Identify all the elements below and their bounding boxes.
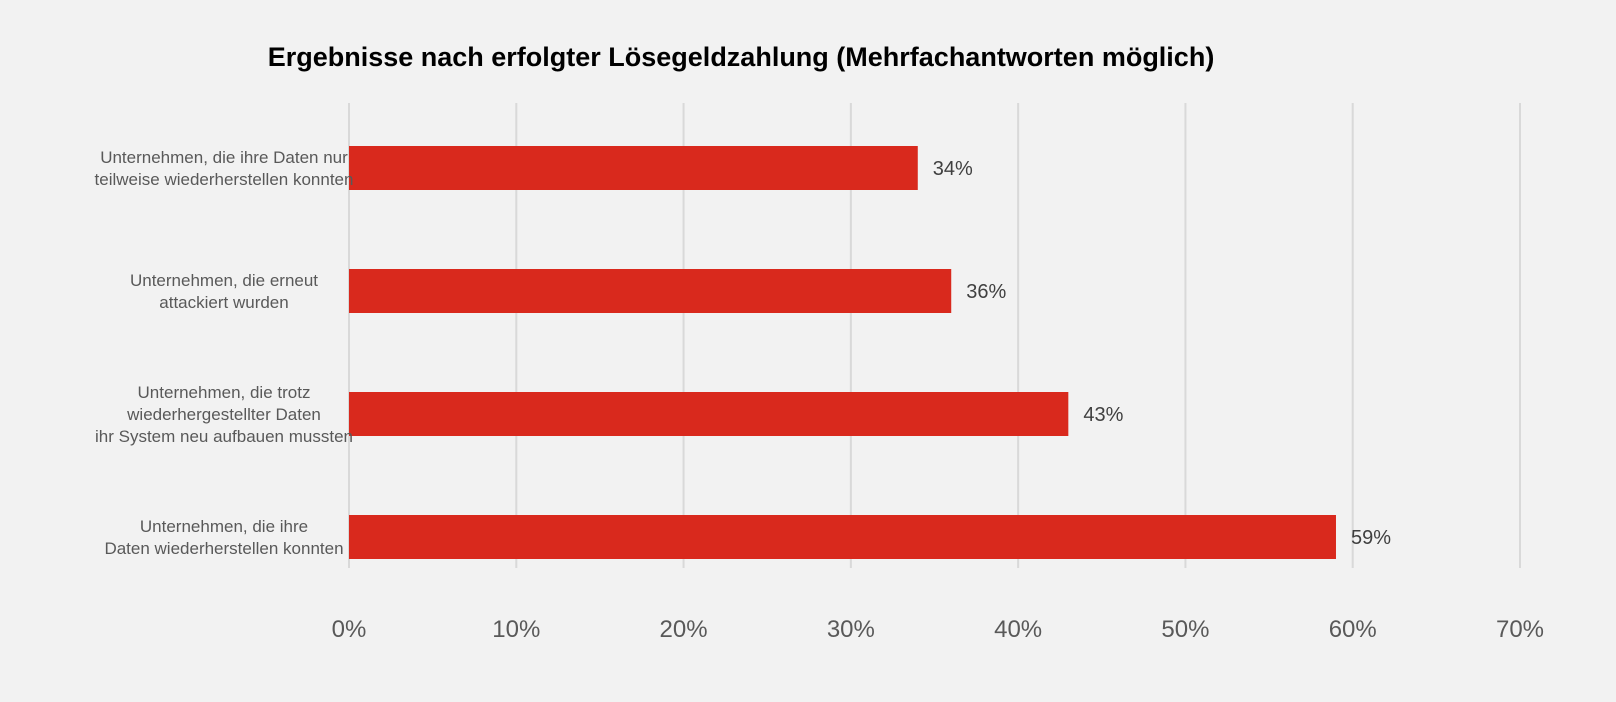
x-axis-ticks: 0% 10% 20% 30% 40% 50% 60% 70%	[332, 616, 1544, 643]
category-label-line: teilweise wiederherstellen konnten	[95, 170, 354, 189]
category-label: Unternehmen, die ihre Daten wiederherstel…	[104, 517, 343, 558]
x-tick-label: 40%	[994, 616, 1042, 643]
x-tick-label: 70%	[1496, 616, 1544, 643]
data-label: 34%	[933, 158, 973, 180]
category-label-line: Unternehmen, die trotz	[138, 383, 311, 402]
bar	[349, 515, 1336, 559]
x-tick-label: 50%	[1161, 616, 1209, 643]
category-label: Unternehmen, die erneut attackiert wurden	[130, 271, 318, 312]
x-tick-label: 30%	[827, 616, 875, 643]
category-label-line: ihr System neu aufbauen mussten	[95, 427, 353, 446]
category-label-line: Daten wiederherstellen konnten	[104, 539, 343, 558]
category-labels: Unternehmen, die ihre Daten nur teilweise…	[95, 148, 354, 558]
category-label-line: attackiert wurden	[159, 293, 288, 312]
data-label: 36%	[966, 281, 1006, 303]
category-label: Unternehmen, die ihre Daten nur teilweise…	[95, 148, 354, 189]
bars: 34% 36% 43% 59%	[349, 146, 1391, 559]
x-tick-label: 20%	[660, 616, 708, 643]
data-label: 59%	[1351, 527, 1391, 549]
chart-title: Ergebnisse nach erfolgter Lösegeldzahlun…	[268, 42, 1215, 72]
category-label-line: Unternehmen, die ihre Daten nur	[100, 148, 348, 167]
bar	[349, 392, 1069, 436]
x-tick-label: 60%	[1329, 616, 1377, 643]
x-tick-label: 10%	[492, 616, 540, 643]
bar	[349, 146, 918, 190]
x-tick-label: 0%	[332, 616, 367, 643]
category-label-line: wiederhergestellter Daten	[126, 405, 321, 424]
bar	[349, 269, 952, 313]
data-label: 43%	[1083, 404, 1123, 426]
category-label-line: Unternehmen, die erneut	[130, 271, 318, 290]
category-label-line: Unternehmen, die ihre	[140, 517, 308, 536]
category-label: Unternehmen, die trotz wiederhergestellte…	[95, 383, 353, 446]
